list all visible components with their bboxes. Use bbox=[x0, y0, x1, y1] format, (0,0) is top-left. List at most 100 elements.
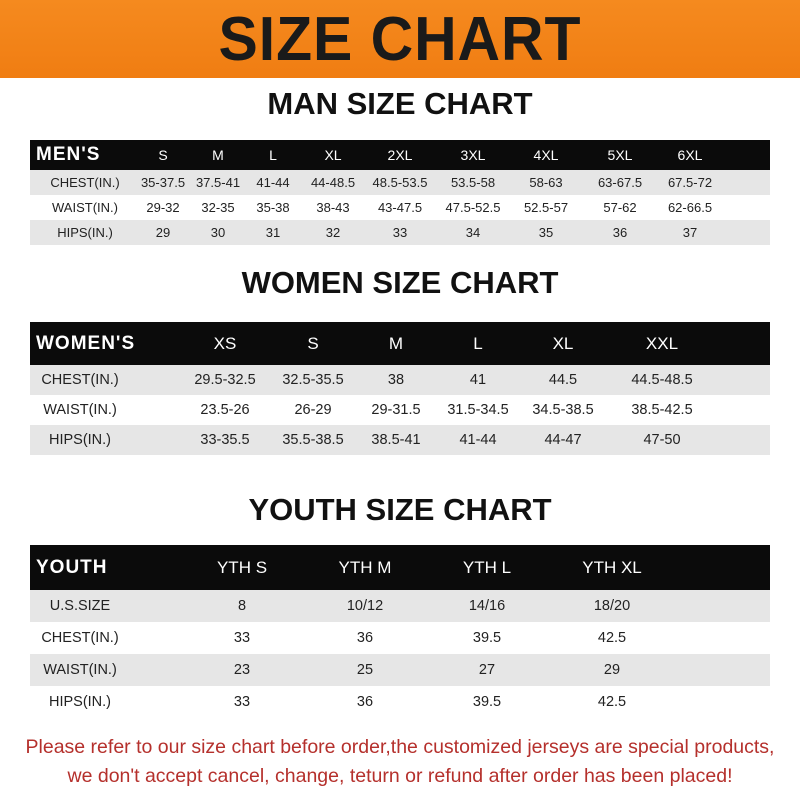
table-cell: 18/20 bbox=[593, 598, 631, 614]
size-header-cell: S bbox=[307, 333, 319, 353]
table-cell: 38 bbox=[387, 372, 405, 388]
table-cell: 48.5-53.5 bbox=[372, 175, 428, 190]
table-cell: 38.5-41 bbox=[371, 432, 421, 448]
table-title-cell: MEN'S bbox=[36, 144, 101, 165]
table-cell: 39.5 bbox=[472, 694, 502, 710]
table-cell: 35.5-38.5 bbox=[282, 432, 344, 448]
table-title-cell: WOMEN'S bbox=[36, 332, 136, 354]
table-cell: 35 bbox=[538, 225, 554, 240]
row-label: HIPS(IN.) bbox=[57, 225, 113, 240]
women-size-table: WOMEN'S XS S M L XL XXL CHEST(IN.) 29.5-32.5 32.5… bbox=[30, 322, 770, 455]
table-cell: 36 bbox=[356, 630, 374, 646]
table-cell: 63-67.5 bbox=[597, 175, 643, 190]
size-header-cell: XS bbox=[213, 333, 237, 353]
table-cell: 34 bbox=[465, 225, 481, 240]
table-row: CHEST(IN.) 33 36 39.5 42.5 bbox=[30, 622, 770, 654]
table-cell: 33-35.5 bbox=[200, 432, 250, 448]
size-header-cell: 4XL bbox=[533, 147, 559, 163]
table-cell: 43-47.5 bbox=[377, 200, 423, 215]
table-cell: 47.5-52.5 bbox=[445, 200, 501, 215]
table-cell: 44.5-48.5 bbox=[631, 372, 693, 388]
table-cell: 8 bbox=[237, 598, 247, 614]
table-cell: 44.5 bbox=[548, 372, 578, 388]
size-header-cell: YTH S bbox=[216, 557, 268, 577]
size-header-cell: 2XL bbox=[387, 147, 413, 163]
table-title-cell: YOUTH bbox=[36, 556, 108, 578]
youth-section-title: YOUTH SIZE CHART bbox=[248, 492, 552, 527]
size-header-cell: XL bbox=[552, 333, 574, 353]
table-cell: 31.5-34.5 bbox=[447, 402, 509, 418]
table-cell: 42.5 bbox=[597, 694, 627, 710]
size-header-cell: M bbox=[388, 333, 404, 353]
table-cell: 29.5-32.5 bbox=[194, 372, 256, 388]
table-cell: 44-47 bbox=[544, 432, 582, 448]
table-cell: 29 bbox=[603, 662, 621, 678]
table-cell: 27 bbox=[478, 662, 496, 678]
table-row: WAIST(IN.) 29-32 32-35 35-38 38-43 43-47.5 47.… bbox=[30, 195, 770, 220]
table-cell: 44-48.5 bbox=[310, 175, 356, 190]
table-cell: 23 bbox=[233, 662, 251, 678]
table-cell: 41 bbox=[469, 372, 487, 388]
table-cell: 34.5-38.5 bbox=[532, 402, 594, 418]
table-cell: 53.5-58 bbox=[450, 175, 496, 190]
table-cell: 35-38 bbox=[256, 200, 290, 215]
table-cell: 35-37.5 bbox=[140, 175, 186, 190]
size-header-cell: 3XL bbox=[460, 147, 486, 163]
table-cell: 36 bbox=[356, 694, 374, 710]
row-label: HIPS(IN.) bbox=[48, 694, 112, 710]
size-header-cell: L bbox=[269, 147, 277, 163]
notice-line-2: we don't accept cancel, change, teturn o… bbox=[67, 765, 733, 787]
size-header-cell: 5XL bbox=[607, 147, 633, 163]
table-row: U.S.SIZE 8 10/12 14/16 18/20 bbox=[30, 590, 770, 622]
table-cell: 23.5-26 bbox=[200, 402, 250, 418]
table-cell: 67.5-72 bbox=[667, 175, 713, 190]
row-label: WAIST(IN.) bbox=[52, 200, 118, 215]
table-cell: 47-50 bbox=[643, 432, 681, 448]
table-cell: 29-31.5 bbox=[371, 402, 421, 418]
table-row: HIPS(IN.) 33 36 39.5 42.5 bbox=[30, 686, 770, 718]
table-cell: 39.5 bbox=[472, 630, 502, 646]
row-label: WAIST(IN.) bbox=[43, 402, 117, 418]
table-cell: 41-44 bbox=[459, 432, 497, 448]
table-cell: 62-66.5 bbox=[667, 200, 713, 215]
table-cell: 38-43 bbox=[316, 200, 350, 215]
table-cell: 57-62 bbox=[603, 200, 637, 215]
table-header-row: MEN'S S M L XL 2XL 3XL 4XL 5XL 6XL bbox=[30, 140, 770, 170]
row-label: CHEST(IN.) bbox=[41, 372, 119, 388]
table-row: HIPS(IN.) 29 30 31 32 33 34 35 36 37 bbox=[30, 220, 770, 245]
page-title: SIZE CHART bbox=[218, 4, 582, 74]
table-cell: 32-35 bbox=[201, 200, 235, 215]
size-header-cell: YTH M bbox=[338, 557, 392, 577]
table-cell: 31 bbox=[265, 225, 281, 240]
table-cell: 10/12 bbox=[346, 598, 384, 614]
table-cell: 37 bbox=[682, 225, 698, 240]
row-label: HIPS(IN.) bbox=[48, 432, 112, 448]
table-row: CHEST(IN.) 35-37.5 37.5-41 41-44 44-48.5 48.5… bbox=[30, 170, 770, 195]
table-row: WAIST(IN.) 23.5-26 26-29 29-31.5 31.5-34.5 34… bbox=[30, 395, 770, 425]
table-cell: 37.5-41 bbox=[195, 175, 241, 190]
row-label: WAIST(IN.) bbox=[43, 662, 117, 678]
table-cell: 42.5 bbox=[597, 630, 627, 646]
table-cell: 32 bbox=[325, 225, 341, 240]
table-header-row: YOUTH YTH S YTH M YTH L YTH XL bbox=[30, 545, 770, 590]
table-cell: 33 bbox=[233, 630, 251, 646]
table-row: CHEST(IN.) 29.5-32.5 32.5-35.5 38 41 44.5 44.5… bbox=[30, 365, 770, 395]
size-chart-banner: SIZE CHART bbox=[0, 0, 800, 78]
table-cell: 58-63 bbox=[529, 175, 563, 190]
size-header-cell: M bbox=[212, 147, 224, 163]
women-section-title: WOMEN SIZE CHART bbox=[241, 265, 559, 300]
size-header-cell: S bbox=[158, 147, 168, 163]
size-header-cell: XXL bbox=[645, 333, 679, 353]
table-row: HIPS(IN.) 33-35.5 35.5-38.5 38.5-41 41-44 44-… bbox=[30, 425, 770, 455]
size-header-cell: YTH L bbox=[462, 557, 512, 577]
table-cell: 33 bbox=[233, 694, 251, 710]
size-header-cell: XL bbox=[324, 147, 342, 163]
table-cell: 52.5-57 bbox=[523, 200, 569, 215]
table-row: WAIST(IN.) 23 25 27 29 bbox=[30, 654, 770, 686]
table-cell: 32.5-35.5 bbox=[282, 372, 344, 388]
table-cell: 30 bbox=[210, 225, 226, 240]
table-cell: 33 bbox=[392, 225, 408, 240]
table-cell: 29 bbox=[155, 225, 171, 240]
table-cell: 41-44 bbox=[256, 175, 290, 190]
notice-line-1: Please refer to our size chart before or… bbox=[25, 736, 775, 758]
